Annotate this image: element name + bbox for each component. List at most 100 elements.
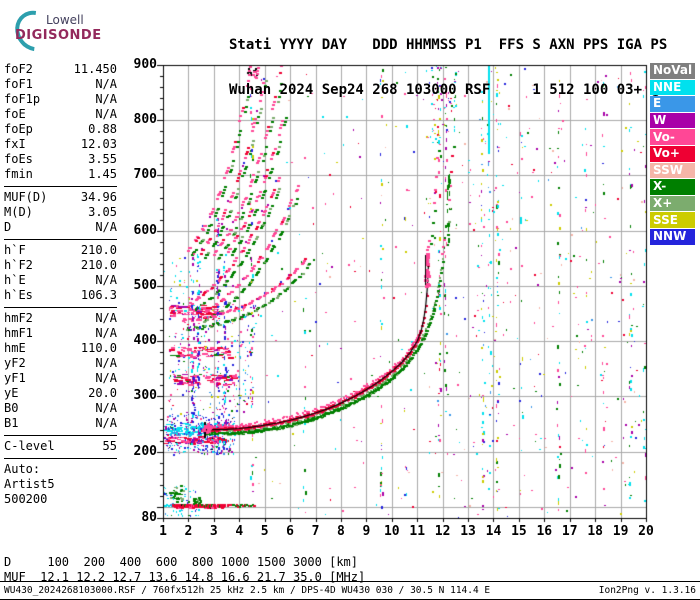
param-label: h`Es [4,288,33,302]
param-value: 106.3 [80,288,117,302]
param-label: foEp [4,122,33,136]
param-label: foF1p [4,92,41,106]
param-value: 0.88 [88,122,117,136]
param-auto-text: Artist5 [4,477,55,491]
param-label: fmin [4,167,33,181]
logo-digisonde-text: DIGISONDE [15,28,102,43]
legend-item-sse: SSE [650,212,695,228]
legend-item-x: X- [650,179,695,195]
param-value: N/A [95,220,117,234]
param-value: N/A [95,401,117,415]
param-auto-text: Auto: [4,462,41,476]
legend-label: NNE [653,79,682,94]
legend-label: Vo- [653,129,675,144]
param-value: 210.0 [80,243,117,257]
param-label: D [4,220,12,234]
param-row-fmin: fmin 1.45 [4,167,117,182]
param-label: MUF(D) [4,190,48,204]
legend-label: NNW [653,229,687,244]
header-columns-line: Stati YYYY DAY DDD HHMMSS P1 FFS S AXN P… [229,37,668,53]
echo-direction-legend: NoVal NNE E W Vo- Vo+ SSW X- X+ SSE NNW [650,63,696,246]
param-row-hes: h`Es 106.3 [4,288,117,303]
param-value: N/A [95,371,117,385]
legend-label: X+ [653,196,673,211]
param-value: 11.450 [73,62,117,76]
param-label: h`F [4,243,26,257]
param-label: hmF2 [4,311,33,325]
muf-table: D 100 200 400 600 800 1000 1500 3000 [km… [4,555,365,584]
param-row-md: M(D) 3.05 [4,205,117,220]
legend-label: NoVal [653,63,693,78]
param-row-fof2: foF2 11.450 [4,62,117,77]
legend-item-ssw: SSW [650,162,695,179]
param-row-b1: B1 N/A [4,416,117,431]
header-block: Stati YYYY DAY DDD HHMMSS P1 FFS S AXN P… [229,8,667,128]
param-value: N/A [95,107,117,121]
legend-item-nnw: NNW [650,228,695,245]
param-row-fxi: fxI 12.03 [4,137,117,152]
legend-label: Vo+ [653,146,680,161]
param-separator [4,307,117,308]
param-label: h`E [4,273,26,287]
param-label: foF2 [4,62,33,76]
param-label: B0 [4,401,19,415]
param-row-fof1: foF1 N/A [4,77,117,92]
param-row-hmf2: hmF2 N/A [4,311,117,326]
param-label: C-level [4,439,55,453]
header-values-line: Wuhan 2024 Sep24 268 103000 RSF 1 512 10… [229,82,668,98]
param-row-hmf1: hmF1 N/A [4,326,117,341]
legend-item-e: E [650,96,695,112]
param-value: 3.05 [88,205,117,219]
param-row-he: h`E N/A [4,273,117,288]
param-separator [4,239,117,240]
param-separator [4,458,117,459]
param-auto-line: Artist5 [4,477,117,492]
param-row-hme: hmE 110.0 [4,341,117,356]
param-value: N/A [95,273,117,287]
legend-item-noval: NoVal [650,63,695,79]
param-value: 1.45 [88,167,117,181]
param-value: 3.55 [88,152,117,166]
legend-item-w: W [650,112,695,129]
param-row-fof1p: foF1p N/A [4,92,117,107]
param-value: 34.96 [80,190,117,204]
param-value: 210.0 [80,258,117,272]
param-separator [4,435,117,436]
param-row-clevel: C-level 55 [4,439,117,454]
param-row-foe: foE N/A [4,107,117,122]
param-value: N/A [95,326,117,340]
param-label: foEs [4,152,33,166]
param-row-d: D N/A [4,220,117,235]
param-row-b0: B0 N/A [4,401,117,416]
param-value: N/A [95,92,117,106]
param-row-yf1: yF1 N/A [4,371,117,386]
muf-row-d: D 100 200 400 600 800 1000 1500 3000 [km… [4,555,359,569]
footer-version: Ion2Png v. 1.3.16 [598,585,696,596]
param-value: 20.0 [88,386,117,400]
legend-label: W [653,113,667,128]
param-label: foE [4,107,26,121]
param-value: N/A [95,416,117,430]
param-auto-line: Auto: [4,462,117,477]
legend-label: SSE [653,212,678,227]
param-value: N/A [95,356,117,370]
param-separator [4,186,117,187]
param-row-mufd: MUF(D) 34.96 [4,190,117,205]
parameter-panel: foF2 11.450 foF1 N/A foF1p N/A foE N/A foEp 0.88 f… [4,62,117,507]
param-value: N/A [95,311,117,325]
muf-row-muf: MUF 12.1 12.2 12.7 13.6 14.8 16.6 21.7 3… [4,569,366,584]
param-value: N/A [95,77,117,91]
legend-item-nne: NNE [650,79,695,96]
logo: Lowell DIGISONDE [7,2,128,60]
legend-label: E [653,96,662,111]
param-label: yF2 [4,356,26,370]
footer-divider [0,581,700,582]
legend-item-x: X+ [650,195,695,212]
param-auto-text: 500200 [4,492,48,506]
param-value: 55 [102,439,117,453]
param-label: hmF1 [4,326,33,340]
param-label: yE [4,386,19,400]
param-label: foF1 [4,77,33,91]
